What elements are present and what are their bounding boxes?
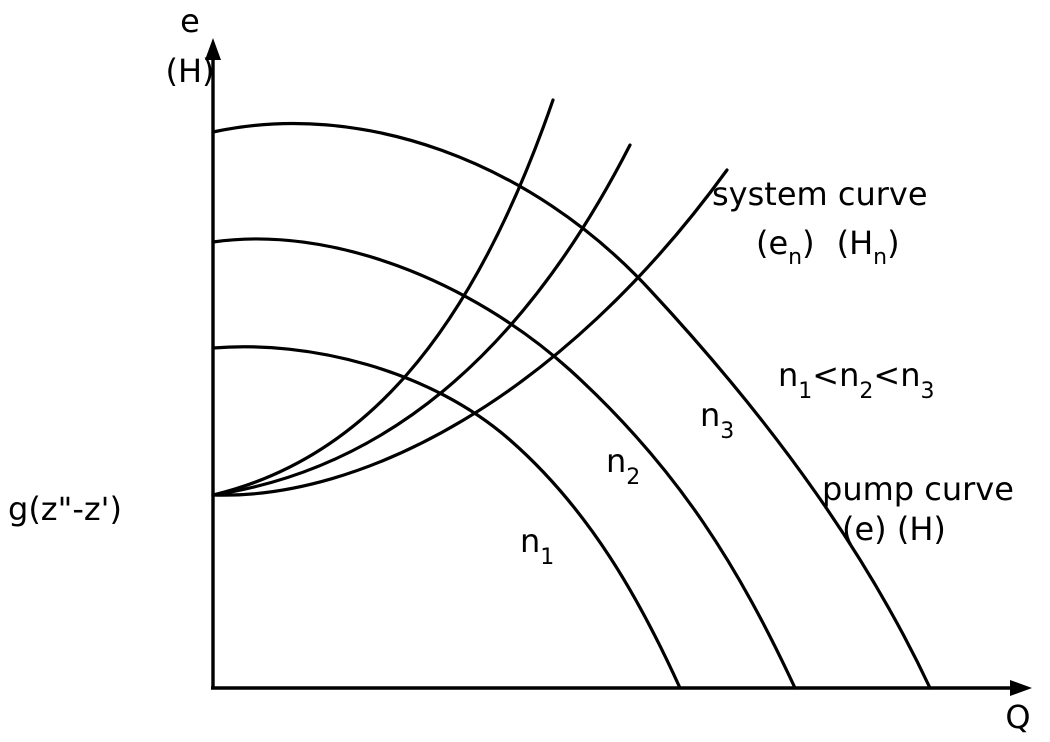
pump-curve-n2	[211, 237, 797, 690]
y-axis-arrowhead	[205, 38, 221, 60]
pump-curve-n3	[211, 121, 932, 690]
curve-label-n3: n3	[700, 396, 734, 444]
pump-curve-symbols: (e) (H)	[842, 510, 946, 548]
curve-label-n1: n1	[520, 522, 554, 570]
y-axis-label: e	[180, 2, 200, 40]
system-curve-symbols: (en) (Hn)	[756, 224, 900, 270]
x-axis-label: Q	[1005, 698, 1030, 736]
x-axis-arrowhead	[1010, 680, 1032, 696]
system-curve-steep	[211, 98, 555, 497]
speed-relation: n1<n2<n3	[778, 356, 934, 404]
y-axis-label-alt: (H)	[165, 52, 214, 90]
curve-label-n2: n2	[606, 442, 640, 490]
system-curve-middle	[211, 143, 632, 497]
system-H-sub: n	[873, 245, 887, 270]
pump-curve-label: pump curve	[822, 470, 1014, 508]
system-H-main: H	[849, 224, 873, 262]
system-e-main: e	[768, 224, 788, 262]
system-e-sub: n	[788, 245, 802, 270]
origin-label: g(z"-z')	[8, 490, 122, 528]
pump-curve-n1	[211, 345, 682, 690]
system-curve-flat	[211, 168, 729, 497]
system-curve-label: system curve	[712, 175, 928, 213]
